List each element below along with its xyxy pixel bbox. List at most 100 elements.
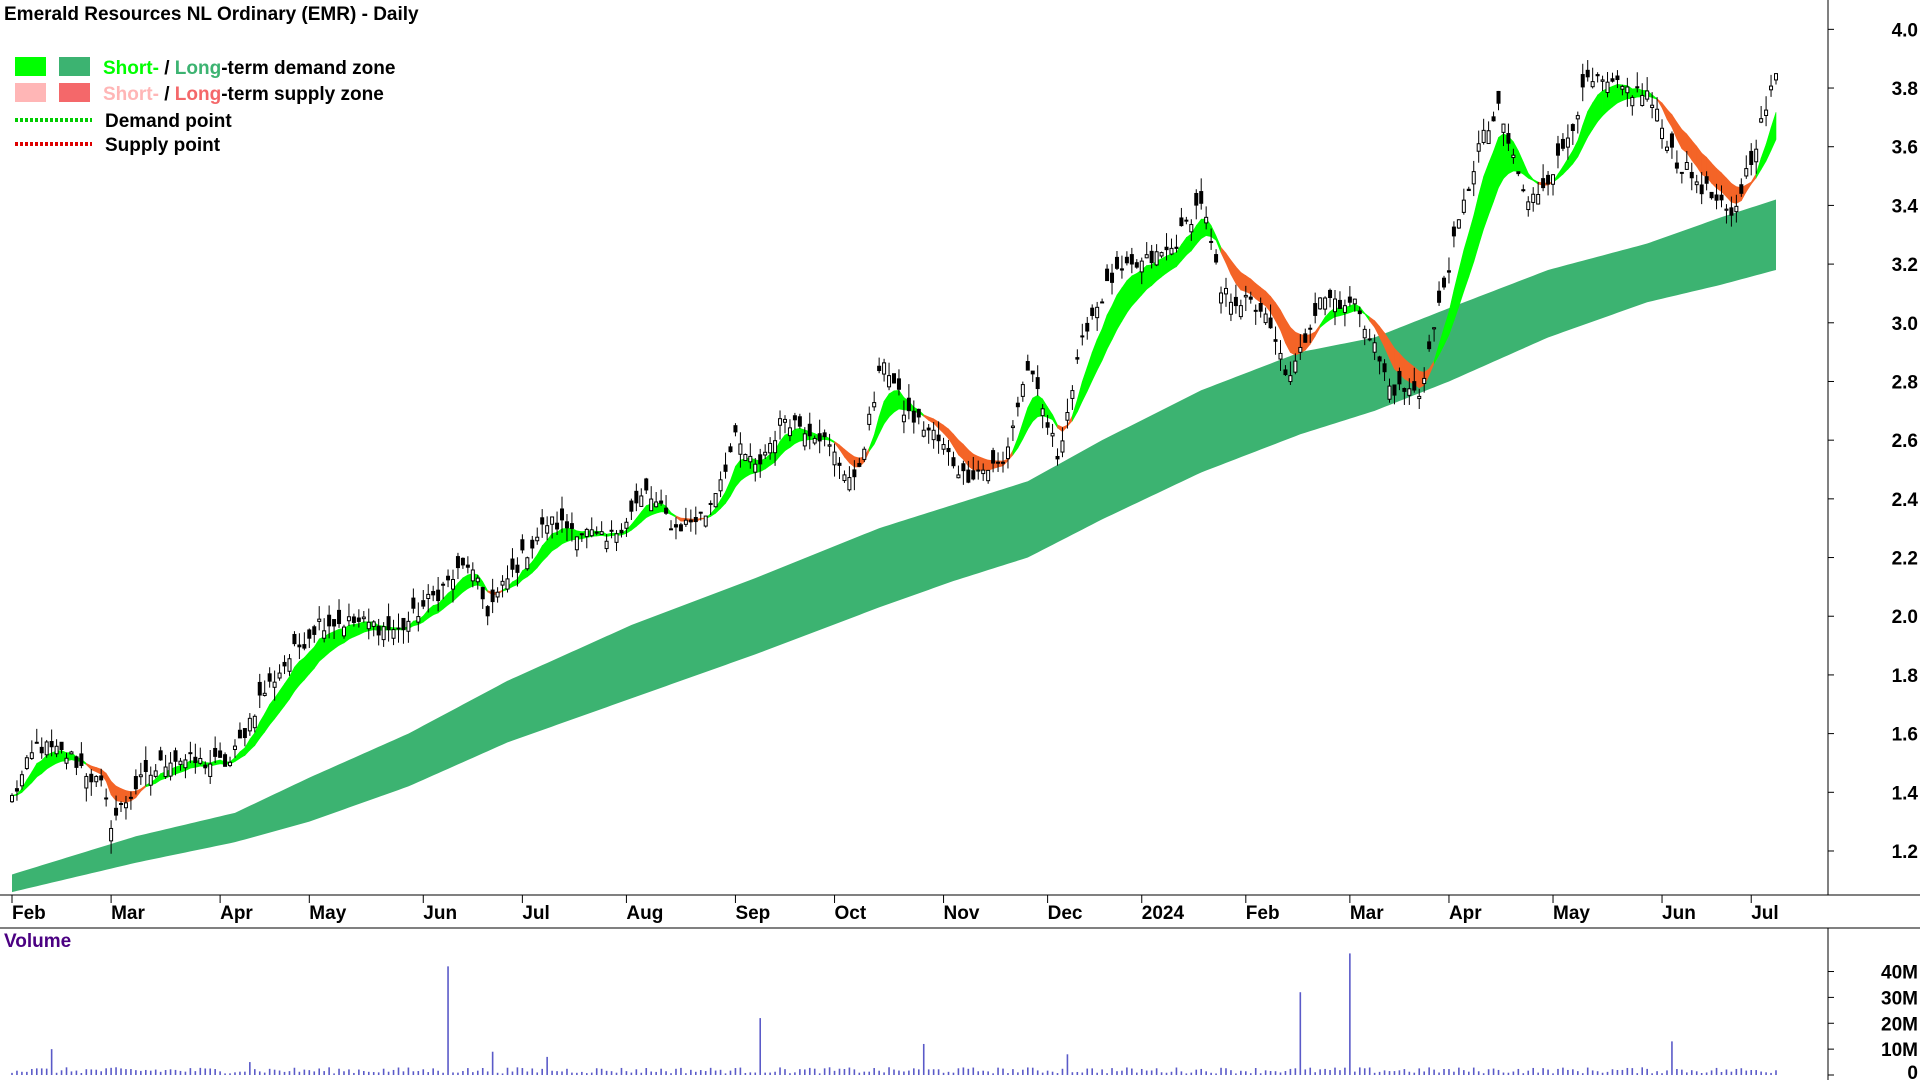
candle-body bbox=[906, 397, 911, 412]
short-term-demand-zone bbox=[309, 646, 315, 675]
candle-body bbox=[1060, 440, 1065, 453]
time-tick-label: Apr bbox=[1449, 903, 1482, 924]
candlestick bbox=[39, 737, 44, 759]
short-term-supply-zone bbox=[972, 453, 979, 471]
candlestick bbox=[1605, 72, 1610, 98]
short-term-demand-zone bbox=[556, 528, 563, 549]
candle-body bbox=[550, 516, 555, 525]
candle-body bbox=[1719, 194, 1724, 201]
candle-body bbox=[1531, 193, 1536, 203]
candlestick bbox=[1278, 340, 1283, 371]
candlestick bbox=[1199, 178, 1204, 210]
short-term-supply-zone bbox=[963, 443, 969, 467]
candlestick bbox=[1154, 244, 1159, 267]
candle-body bbox=[99, 775, 104, 781]
short-term-supply-zone bbox=[953, 433, 959, 456]
candlestick bbox=[1367, 328, 1372, 342]
candlestick bbox=[178, 757, 183, 771]
candlestick bbox=[1744, 155, 1749, 179]
candle-body bbox=[1496, 90, 1501, 104]
candlestick bbox=[1347, 286, 1352, 307]
candle-body bbox=[515, 564, 520, 573]
candlestick bbox=[1273, 326, 1278, 355]
short-term-demand-zone bbox=[1527, 172, 1534, 182]
candlestick bbox=[579, 533, 584, 542]
candle-body bbox=[232, 745, 237, 751]
candlestick bbox=[1352, 298, 1357, 312]
candlestick bbox=[1288, 361, 1293, 385]
short-supply-swatch bbox=[15, 83, 46, 102]
candlestick bbox=[768, 437, 773, 460]
candle-body bbox=[619, 529, 624, 534]
candle-body bbox=[758, 454, 763, 465]
candlestick bbox=[163, 754, 168, 779]
candlestick bbox=[371, 620, 376, 637]
short-term-demand-zone bbox=[457, 577, 464, 598]
candle-body bbox=[1268, 317, 1273, 329]
legend-label-suffix: -term demand zone bbox=[221, 58, 395, 79]
candle-body bbox=[1209, 240, 1214, 243]
candlestick bbox=[1050, 423, 1055, 447]
candle-body bbox=[94, 775, 99, 783]
candle-body bbox=[1223, 287, 1228, 295]
candle-body bbox=[431, 591, 436, 596]
price-tick-label: 2.8 bbox=[1892, 372, 1918, 393]
candlestick bbox=[237, 722, 242, 739]
candle-body bbox=[351, 616, 356, 623]
candlestick bbox=[391, 619, 396, 646]
short-term-demand-zone bbox=[1498, 133, 1504, 188]
short-term-demand-zone bbox=[31, 762, 38, 784]
candle-body bbox=[782, 418, 787, 423]
candle-body bbox=[1179, 217, 1184, 227]
candle-body bbox=[1694, 181, 1699, 186]
candle-body bbox=[1560, 138, 1565, 149]
candle-body bbox=[341, 626, 346, 637]
volume-layer bbox=[11, 953, 1777, 1075]
candlestick bbox=[495, 587, 500, 603]
candle-body bbox=[64, 757, 69, 764]
candlestick bbox=[1427, 334, 1432, 352]
candlestick bbox=[1729, 196, 1734, 227]
short-term-demand-zone bbox=[1052, 414, 1058, 429]
short-term-demand-zone bbox=[333, 628, 340, 650]
short-term-demand-zone bbox=[1106, 305, 1113, 350]
candle-body bbox=[857, 462, 862, 467]
candlestick bbox=[1333, 290, 1337, 326]
candlestick bbox=[1005, 437, 1010, 469]
candle-body bbox=[1476, 143, 1481, 152]
candlestick bbox=[614, 530, 619, 552]
short-term-supply-zone bbox=[675, 515, 682, 522]
short-term-demand-zone bbox=[1077, 381, 1083, 413]
candle-body bbox=[401, 617, 406, 631]
candlestick bbox=[173, 747, 178, 776]
candle-body bbox=[1134, 262, 1139, 268]
candlestick bbox=[1422, 367, 1427, 393]
candlestick bbox=[664, 495, 669, 515]
short-term-supply-zone bbox=[1240, 271, 1247, 293]
candlestick bbox=[1075, 349, 1080, 364]
candle-body bbox=[228, 761, 233, 767]
candlestick bbox=[1223, 277, 1228, 307]
candle-body bbox=[1352, 298, 1357, 305]
candlestick bbox=[594, 526, 599, 536]
candlestick bbox=[708, 500, 713, 515]
candlestick bbox=[555, 511, 560, 536]
short-term-supply-zone bbox=[1721, 172, 1727, 198]
candle-body bbox=[163, 766, 168, 777]
candlestick bbox=[921, 421, 926, 438]
candle-body bbox=[703, 515, 708, 527]
candlestick bbox=[510, 548, 515, 578]
candle-body bbox=[1100, 301, 1105, 304]
candle-body bbox=[1040, 408, 1045, 417]
legend-label: Short- / Long-term supply zone bbox=[103, 84, 384, 105]
candle-body bbox=[669, 528, 674, 531]
candlestick bbox=[560, 496, 565, 533]
candlestick bbox=[247, 713, 252, 736]
candle-body bbox=[1095, 306, 1100, 319]
short-term-demand-zone bbox=[1493, 137, 1499, 202]
short-term-demand-zone bbox=[1592, 94, 1598, 131]
candle-body bbox=[921, 429, 926, 437]
candle-body bbox=[465, 564, 470, 568]
candlestick bbox=[792, 412, 797, 430]
candle-body bbox=[1159, 252, 1164, 257]
